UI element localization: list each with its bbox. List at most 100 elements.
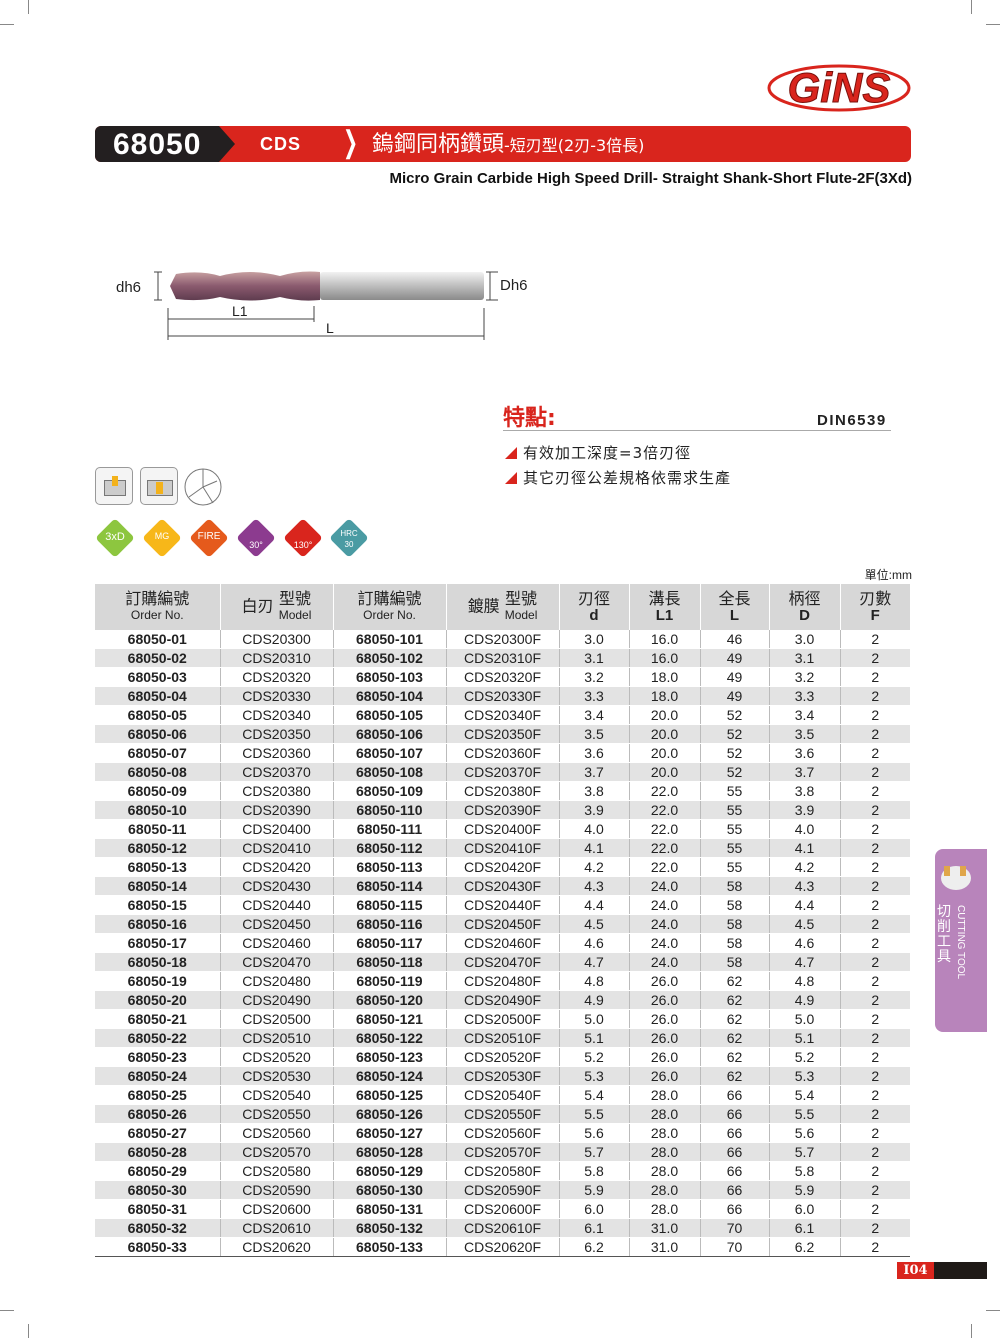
table-row: 68050-18 CDS20470 68050-118 CDS20470F 4.7 24.… <box>95 952 910 973</box>
badge-fire: FIRE <box>189 518 229 558</box>
table-header-row: 訂購編號 Order No. 白刃 型號 Model 訂購編號 Order No. 鍍… <box>95 584 910 630</box>
L-label: L <box>326 320 334 336</box>
cell-order-no: 68050-31 <box>95 1199 220 1220</box>
table-row: 68050-16 CDS20450 68050-116 CDS20450F 4.5 24.… <box>95 914 910 935</box>
table-row: 68050-32 CDS20610 68050-132 CDS20610F 6.1 31.… <box>95 1218 910 1239</box>
cell-flute-length: 26.0 <box>628 1028 700 1049</box>
crop-mark <box>28 1324 29 1338</box>
cell-flute-length: 20.0 <box>628 705 700 726</box>
cell-overall-length: 49 <box>699 667 769 688</box>
cell-flutes: 2 <box>839 990 910 1011</box>
cell-order-no-coated: 68050-129 <box>332 1161 446 1182</box>
table-row: 68050-03 CDS20320 68050-103 CDS20320F 3.2 18.… <box>95 667 910 688</box>
cell-overall-length: 62 <box>699 1009 769 1030</box>
cell-order-no-coated: 68050-120 <box>332 990 446 1011</box>
cell-diameter: 4.4 <box>558 895 629 916</box>
cell-flutes: 2 <box>839 1218 910 1239</box>
cell-uncoated-model: CDS20450 <box>219 914 333 935</box>
side-tab-label-cn: 切削工具 <box>937 904 951 965</box>
cell-uncoated-model: CDS20320 <box>219 667 333 688</box>
cell-flute-length: 31.0 <box>628 1237 700 1258</box>
cell-coated-model: CDS20390F <box>445 800 559 821</box>
cell-uncoated-model: CDS20420 <box>219 857 333 878</box>
cell-order-no: 68050-27 <box>95 1123 220 1144</box>
cell-uncoated-model: CDS20440 <box>219 895 333 916</box>
cell-flute-length: 26.0 <box>628 1009 700 1030</box>
through-hole-icon <box>140 467 178 505</box>
crop-mark <box>28 0 29 14</box>
cell-flutes: 2 <box>839 1047 910 1068</box>
cell-order-no-coated: 68050-116 <box>332 914 446 935</box>
cell-diameter: 5.1 <box>558 1028 629 1049</box>
cell-overall-length: 52 <box>699 724 769 745</box>
table-row: 68050-26 CDS20550 68050-126 CDS20550F 5.5 28.… <box>95 1104 910 1125</box>
cell-order-no: 68050-16 <box>95 914 220 935</box>
cell-flute-length: 26.0 <box>628 1066 700 1087</box>
cell-flute-length: 31.0 <box>628 1218 700 1239</box>
cell-diameter: 4.1 <box>558 838 629 859</box>
cell-diameter: 3.9 <box>558 800 629 821</box>
din-standard: DIN6539 <box>817 412 887 429</box>
cell-uncoated-model: CDS20530 <box>219 1066 333 1087</box>
cell-diameter: 5.3 <box>558 1066 629 1087</box>
cell-uncoated-model: CDS20600 <box>219 1199 333 1220</box>
cell-flute-length: 18.0 <box>628 667 700 688</box>
cell-order-no: 68050-22 <box>95 1028 220 1049</box>
cell-flutes: 2 <box>839 1199 910 1220</box>
cell-shank-diameter: 5.6 <box>768 1123 840 1144</box>
cell-shank-diameter: 6.0 <box>768 1199 840 1220</box>
cell-shank-diameter: 4.7 <box>768 952 840 973</box>
cell-flutes: 2 <box>839 705 910 726</box>
table-row: 68050-13 CDS20420 68050-113 CDS20420F 4.2 22.… <box>95 857 910 878</box>
cell-flute-length: 26.0 <box>628 971 700 992</box>
cell-order-no-coated: 68050-127 <box>332 1123 446 1144</box>
cell-diameter: 4.8 <box>558 971 629 992</box>
cell-coated-model: CDS20490F <box>445 990 559 1011</box>
cell-overall-length: 66 <box>699 1142 769 1163</box>
cell-uncoated-model: CDS20490 <box>219 990 333 1011</box>
table-row: 68050-01 CDS20300 68050-101 CDS20300F 3.0 16.… <box>95 630 910 650</box>
cell-diameter: 6.1 <box>558 1218 629 1239</box>
col-coated-model: 鍍膜 型號 Model <box>445 584 559 630</box>
cell-flutes: 2 <box>839 1123 910 1144</box>
cell-flutes: 2 <box>839 1009 910 1030</box>
cell-shank-diameter: 4.1 <box>768 838 840 859</box>
col-order-no-coated: 訂購編號 Order No. <box>332 584 446 630</box>
table-row: 68050-14 CDS20430 68050-114 CDS20430F 4.3 24.… <box>95 876 910 897</box>
cell-uncoated-model: CDS20550 <box>219 1104 333 1125</box>
badge-label: MG <box>154 531 170 541</box>
cell-uncoated-model: CDS20300 <box>219 630 333 650</box>
cell-flutes: 2 <box>839 971 910 992</box>
milling-cutter-icon <box>941 866 971 890</box>
cell-flutes: 2 <box>839 667 910 688</box>
badge-label: HRC 30 <box>340 529 358 549</box>
cell-order-no-coated: 68050-112 <box>332 838 446 859</box>
cell-overall-length: 49 <box>699 648 769 669</box>
cell-flute-length: 20.0 <box>628 724 700 745</box>
cell-flute-length: 24.0 <box>628 952 700 973</box>
cell-order-no: 68050-06 <box>95 724 220 745</box>
unit-label: 單位:mm <box>864 568 912 582</box>
cell-order-no-coated: 68050-101 <box>332 630 446 650</box>
cell-coated-model: CDS20510F <box>445 1028 559 1049</box>
cell-shank-diameter: 4.0 <box>768 819 840 840</box>
cell-shank-diameter: 4.2 <box>768 857 840 878</box>
cell-flute-length: 20.0 <box>628 743 700 764</box>
cell-flutes: 2 <box>839 724 910 745</box>
cell-uncoated-model: CDS20620 <box>219 1237 333 1258</box>
cell-overall-length: 58 <box>699 952 769 973</box>
table-row: 68050-06 CDS20350 68050-106 CDS20350F 3.5 20.… <box>95 724 910 745</box>
cell-order-no: 68050-20 <box>95 990 220 1011</box>
cell-coated-model: CDS20430F <box>445 876 559 897</box>
col-order-no: 訂購編號 Order No. <box>95 584 220 630</box>
cell-uncoated-model: CDS20330 <box>219 686 333 707</box>
cell-order-no-coated: 68050-131 <box>332 1199 446 1220</box>
cell-order-no-coated: 68050-113 <box>332 857 446 878</box>
triangle-bullet-icon <box>505 472 517 484</box>
table-row: 68050-21 CDS20500 68050-121 CDS20500F 5.0 26.… <box>95 1009 910 1030</box>
cell-overall-length: 62 <box>699 1028 769 1049</box>
cell-coated-model: CDS20580F <box>445 1161 559 1182</box>
table-row: 68050-02 CDS20310 68050-102 CDS20310F 3.1 16.… <box>95 648 910 669</box>
cell-order-no: 68050-17 <box>95 933 220 954</box>
cell-flutes: 2 <box>839 876 910 897</box>
